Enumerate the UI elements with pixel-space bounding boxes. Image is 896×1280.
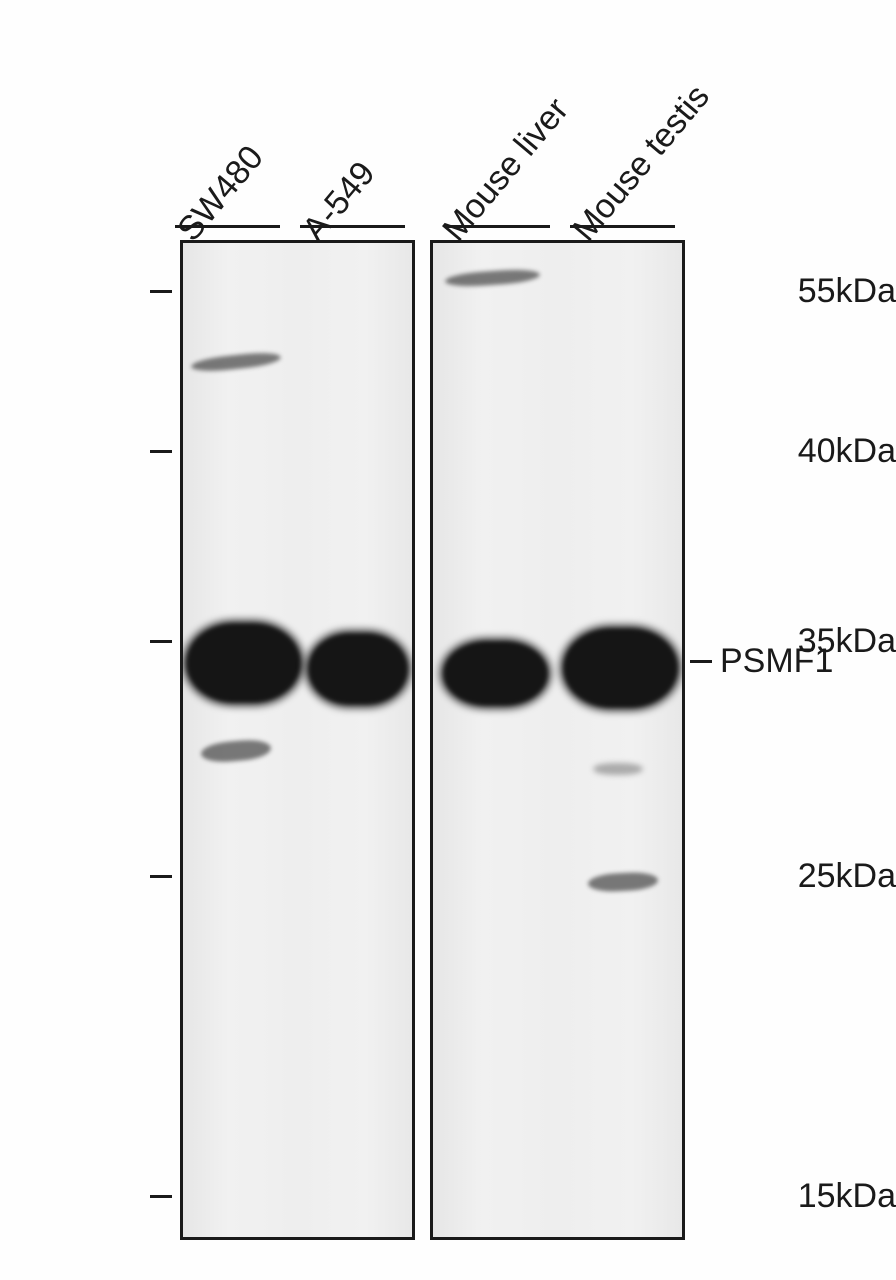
western-blot-figure: 55kDa 40kDa 35kDa 25kDa 15kDa SW480 A-54…	[0, 0, 896, 1280]
lane-label-mouse-testis: Mouse testis	[565, 78, 718, 249]
band-testis-main	[563, 628, 678, 708]
blot-panel-right	[430, 240, 685, 1240]
lane-label-a549: A-549	[295, 154, 383, 249]
lane-label-sw480: SW480	[170, 139, 272, 249]
mw-tick-55	[150, 290, 172, 293]
mw-tick-25	[150, 875, 172, 878]
mw-label-55: 55kDa	[746, 272, 896, 311]
mw-tick-40	[150, 450, 172, 453]
lane-underline-sw480	[175, 225, 280, 228]
mw-label-25: 25kDa	[746, 857, 896, 896]
mw-label-15: 15kDa	[746, 1177, 896, 1216]
band-sw480-upper	[191, 350, 282, 373]
band-sw480-lower	[200, 738, 271, 764]
band-liver-main	[443, 641, 548, 706]
target-label: PSMF1	[720, 642, 833, 681]
band-a549-main	[308, 633, 408, 705]
band-sw480-main	[186, 623, 301, 703]
lane-underline-a549	[300, 225, 405, 228]
band-liver-upper	[445, 268, 541, 289]
mw-tick-35	[150, 640, 172, 643]
blot-panel-left	[180, 240, 415, 1240]
mw-tick-15	[150, 1195, 172, 1198]
lane-underline-mouse-liver	[445, 225, 550, 228]
band-testis-lower	[588, 871, 659, 893]
target-tick	[690, 660, 712, 663]
mw-label-40: 40kDa	[746, 432, 896, 471]
band-testis-mid	[593, 763, 643, 775]
lane-underline-mouse-testis	[570, 225, 675, 228]
